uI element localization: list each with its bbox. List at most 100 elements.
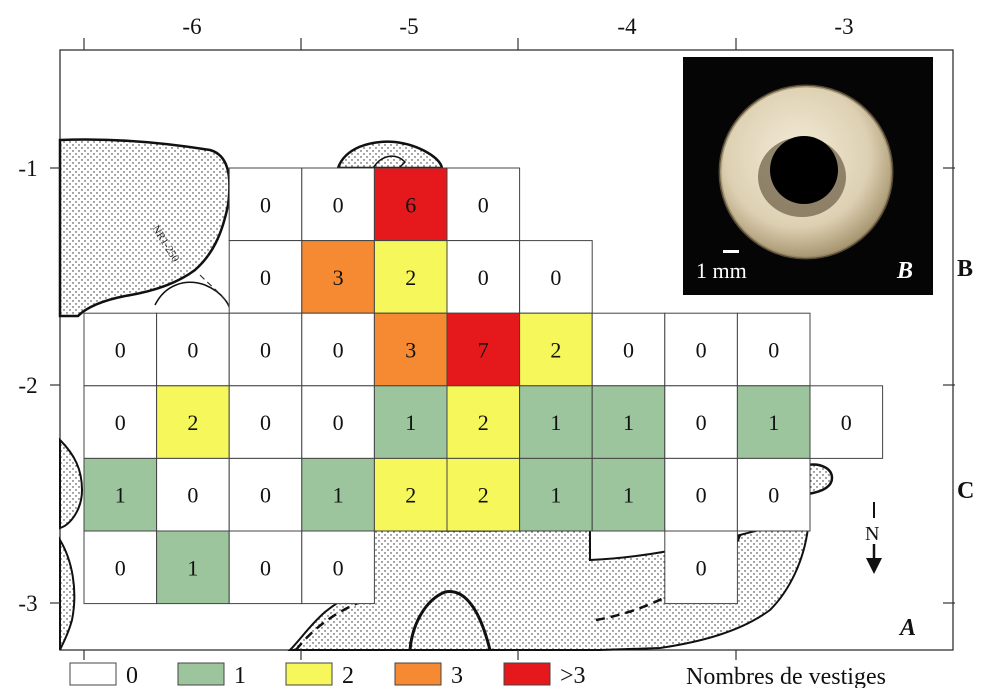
cell-value: 0 [333,192,344,217]
cell-value: 3 [333,265,344,290]
cell-value: 0 [333,555,344,580]
grid-cell: 2 [373,457,448,532]
grid-cell: 0 [664,530,738,605]
x-tick-label: -6 [182,14,201,39]
grid-cell: 1 [736,385,811,459]
rock-zone-west-low [59,437,84,530]
grid-cell: 0 [228,312,303,387]
scale-text: 1 mm [696,258,747,283]
inset-panel-label: B [896,258,913,284]
grid-cell: 0 [228,167,303,242]
cell-value: 0 [623,338,634,363]
legend-item-label: 1 [234,663,246,688]
rock-zone-north [336,140,444,170]
main-panel-label: A [898,615,916,641]
grid-cell: 0 [446,240,521,314]
grid-cell: 0 [664,457,738,532]
cell-value: 0 [260,192,271,217]
legend-item-label: 3 [451,663,463,688]
grid-cell: 0 [736,457,811,532]
cell-value: 2 [478,483,489,508]
grid-cell: 2 [446,385,521,459]
grid-cell: 0 [664,312,738,387]
grid-cell: 1 [83,457,158,532]
grid-cell: 0 [228,385,303,459]
cell-value: 6 [405,192,416,217]
cell-value: 0 [696,338,707,363]
cell-value: 0 [841,410,852,435]
cell-value: 0 [260,265,271,290]
cell-value: 1 [405,410,416,435]
row-label-b: B [957,256,973,282]
cell-value: 0 [333,410,344,435]
legend-item: 0 [69,662,138,689]
cell-value: 7 [478,338,489,363]
grid-cell: 0 [591,312,666,387]
legend-item: 1 [177,662,246,689]
x-tick-label: -4 [617,14,637,39]
legend-item: >3 [503,662,586,689]
cell-value: 2 [405,483,416,508]
row-label-c: C [957,478,974,504]
grid-cell: 1 [301,457,375,532]
grid-cell: 0 [736,312,811,387]
cell-value: 0 [260,410,271,435]
cell-value: 0 [696,555,707,580]
cell-value: 0 [260,483,271,508]
cell-value: 0 [187,338,198,363]
grid-cell: 0 [301,385,375,459]
cell-value: 1 [768,410,779,435]
grid-cell: 2 [519,312,593,387]
cell-value: 0 [696,483,707,508]
cell-value: 1 [550,483,561,508]
cell-value: 2 [405,265,416,290]
cell-value: 2 [550,338,561,363]
grid-cell: 0 [301,312,375,387]
inset-photo: 1 mm B [683,57,933,295]
rock-zone-west-bottom [59,536,76,651]
cell-value: 0 [260,555,271,580]
grid-cell: 0 [83,385,158,459]
cell-value: 0 [115,410,126,435]
cell-value: 0 [187,483,198,508]
grid-cell: 0 [301,530,375,605]
bead-hole [770,136,838,204]
grid-cells: 0 0 6 0 0 3 2 0 0 0 0 0 0 3 7 2 0 0 0 0 2 0 0 1 2 1 1 0 1 0 1 0 0 1 2 2 1 1 0 0… [83,167,884,605]
bead-rim-shadow [718,84,894,260]
legend-item: 2 [285,662,354,689]
grid-cell: 0 [228,457,303,532]
grid-cell: 1 [519,385,593,459]
rock-zone-west [58,138,231,318]
grid-cell: 3 [373,312,448,387]
cell-value: 1 [623,483,634,508]
cell-value: 0 [550,265,561,290]
cell-value: 1 [550,410,561,435]
legend-item-label: 0 [126,663,138,688]
x-tick-label: -3 [834,14,853,39]
cell-value: 0 [115,338,126,363]
cell-value: 0 [478,265,489,290]
cell-value: 0 [696,410,707,435]
grid-cell: 0 [664,385,738,459]
y-axis-labels: -1 -2 -3 [18,156,37,616]
grid-cell: 0 [83,530,158,605]
y-tick-label: -3 [18,591,37,616]
legend: 0 1 2 3 >3 [69,662,586,689]
grid-cell: 1 [373,385,448,459]
y-tick-label: -1 [18,156,37,181]
rock-zone-east [806,463,834,496]
grid-cell: 0 [228,530,303,605]
scale-bar [723,250,739,253]
grid-cell: 0 [519,240,593,314]
grid-cell: 1 [519,457,593,532]
grid-cell: 1 [156,530,230,605]
cell-value: 0 [478,192,489,217]
cell-value: 1 [187,555,198,580]
grid-cell: 0 [446,167,521,242]
x-tick-label: -5 [399,14,418,39]
cell-value: 0 [260,338,271,363]
grid-cell: 2 [156,385,230,459]
axis-ticks [50,38,955,660]
cell-value: 2 [187,410,198,435]
